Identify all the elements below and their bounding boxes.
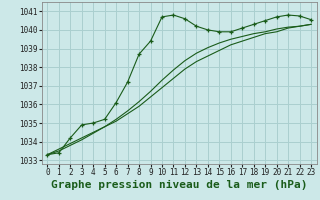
X-axis label: Graphe pression niveau de la mer (hPa): Graphe pression niveau de la mer (hPa) xyxy=(51,180,308,190)
